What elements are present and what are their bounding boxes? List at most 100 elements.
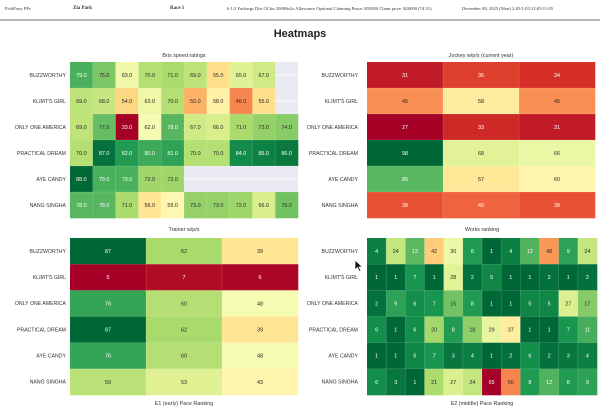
cell-value-label: 55.0 [213, 73, 224, 79]
race-conditions: 6 1/2 Furlongs Dirt OClm 20000n2x Allowa… [227, 6, 432, 11]
heatmap-cell [520, 238, 540, 265]
heatmap-cell [443, 62, 520, 89]
row-label-buzzworthy: BUZZWORTHY [29, 73, 66, 79]
row-label-only-one-america: ONLY ONE AMERICA [307, 301, 359, 307]
cell-value-label: 79.0 [76, 73, 87, 79]
cell-value-label: 1 [413, 380, 416, 386]
heatmap-cell [229, 114, 253, 141]
cell-value-label: 72.0 [236, 203, 247, 209]
cell-value-label: 6 [375, 380, 378, 386]
heatmap-cell [577, 238, 598, 265]
row-label-klimt-s-girl: KLIMT'S GIRL [325, 99, 358, 105]
row-label-klimt-s-girl: KLIMT'S GIRL [33, 275, 66, 281]
cell-value-label: 5 [548, 301, 551, 307]
cell-value-label: 56.0 [145, 203, 156, 209]
cell-value-label: 78.0 [76, 203, 87, 209]
cell-value-label: 65 [489, 380, 495, 386]
cell-value-label: 1 [528, 275, 531, 281]
heatmap-cell [443, 88, 520, 115]
heatmap-cell [138, 88, 162, 115]
cell-value-label: 1 [490, 354, 493, 360]
heatmap-cell [222, 368, 299, 396]
cell-value-label: 7 [567, 327, 570, 333]
heatmap-cell [405, 316, 425, 343]
heatmap-cell [519, 114, 596, 141]
cell-value-label: 15 [450, 301, 456, 307]
heatmap-cell [405, 264, 425, 291]
cell-value-label: 50 [508, 380, 514, 386]
heatmap-cell [501, 316, 521, 343]
heatmap-cell [577, 368, 598, 396]
heatmap-cell [443, 264, 464, 291]
cell-value-label: 84.0 [236, 151, 247, 157]
cell-value-label: 38 [554, 203, 560, 209]
header-divider [0, 19, 600, 21]
cell-value-label: 70.0 [213, 151, 224, 157]
heatmap-cell [386, 368, 406, 396]
heatmap-cell [92, 166, 116, 193]
cell-value-label: 79.0 [122, 177, 133, 183]
cell-value-label: 48 [257, 301, 263, 307]
heatmap-cell [520, 264, 540, 291]
heatmap-cell [70, 368, 147, 396]
heatmap-cell [367, 290, 387, 317]
cell-value-label: 68.0 [99, 99, 110, 105]
heatmap-cell [92, 114, 116, 141]
heatmap-cell [70, 342, 147, 370]
heatmap-cell [229, 88, 253, 115]
cell-value-label: 4 [509, 249, 512, 255]
heatmap-cell [577, 342, 598, 370]
cell-value-label: 59.0 [167, 203, 178, 209]
cell-value-label: 9 [586, 380, 589, 386]
cell-value-label: 87 [105, 327, 111, 333]
heatmap-cell [443, 342, 464, 370]
cell-value-label: 87 [105, 249, 111, 255]
heatmap-cell [146, 342, 223, 370]
heatmap-cell [222, 238, 299, 265]
cell-value-label: 70.0 [167, 99, 178, 105]
cell-value-label: 70.0 [76, 151, 87, 157]
heatmap-cell [462, 238, 483, 265]
heatmap-cell [115, 114, 139, 141]
cell-value-label: 79.0 [99, 177, 110, 183]
cell-value-label: 50.0 [190, 99, 201, 105]
heatmap-cell [367, 192, 444, 219]
heatmap-cell [519, 62, 596, 89]
heatmap-cell [539, 290, 559, 317]
race-number: Race 1 [170, 6, 185, 11]
heatmap-cell [520, 342, 540, 370]
cell-value-label: 21 [431, 380, 437, 386]
race-date: December 08, 2025 (Mon) 2:05/1:05/12:05/… [462, 6, 554, 11]
heatmap-cell [146, 368, 223, 396]
heatmap-cell [252, 192, 276, 219]
cell-value-label: 4 [586, 354, 589, 360]
row-label-buzzworthy: BUZZWORTHY [321, 249, 358, 255]
cell-value-label: 46.0 [236, 99, 247, 105]
works-chart-title: Works ranking [464, 227, 500, 233]
heatmap-cell [424, 368, 444, 396]
heatmap-cell [161, 88, 185, 115]
cell-value-label: 74.0 [281, 125, 292, 131]
heatmap-cell [367, 166, 444, 193]
cell-value-label: 63.0 [122, 73, 133, 79]
cell-value-label: 8 [452, 327, 455, 333]
cell-value-label: 18 [469, 327, 475, 333]
heatmap-cell [229, 62, 253, 89]
cell-value-label: 69.0 [76, 125, 87, 131]
heatmap-cell [519, 166, 596, 193]
cell-value-label: 20 [431, 327, 437, 333]
heatmap-cell [558, 316, 579, 343]
heatmap-cell [386, 238, 406, 265]
row-label-nang-singha: NANG SINGHA [322, 380, 359, 386]
cell-value-label: 55.0 [259, 99, 270, 105]
row-label-klimt-s-girl: KLIMT'S GIRL [325, 275, 358, 281]
heatmap-cell [519, 88, 596, 115]
heatmap-cell [558, 342, 579, 370]
cell-value-label: 86.0 [281, 151, 292, 157]
cell-value-label: 3 [452, 354, 455, 360]
heatmap-cell [462, 342, 483, 370]
heatmap-cell [367, 368, 387, 396]
heatmap-cell [222, 290, 299, 317]
cell-value-label: 27 [565, 301, 571, 307]
cell-value-label: 1 [375, 354, 378, 360]
